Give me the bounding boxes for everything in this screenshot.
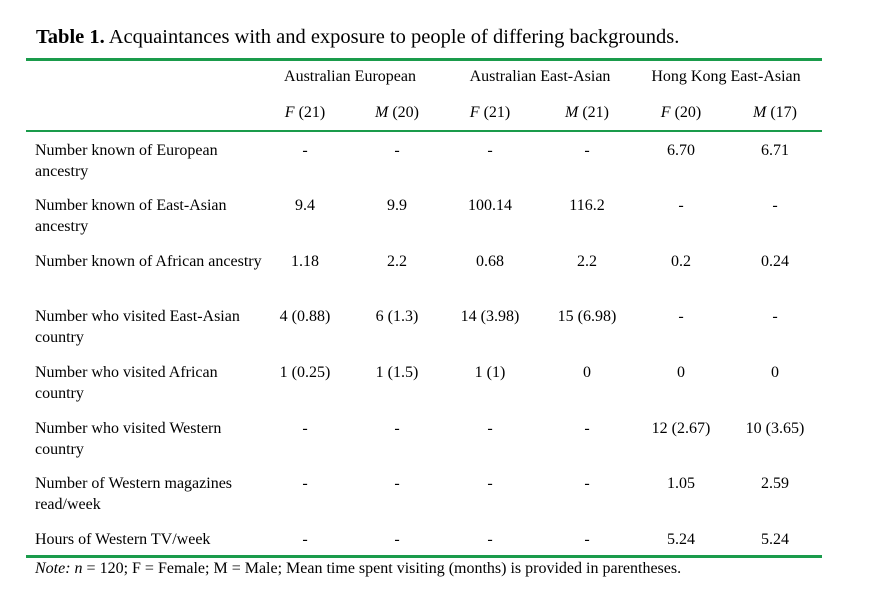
- table-cell: 1 (1): [474, 364, 506, 381]
- table-cell: -: [394, 531, 400, 548]
- table-cell: -: [394, 475, 400, 492]
- subheader-sex: M: [565, 104, 579, 121]
- table-cell: 2.2: [387, 253, 407, 270]
- note-label: Note:: [35, 560, 71, 577]
- note-n-symbol: n: [74, 560, 83, 577]
- table-number: Table 1.: [36, 26, 105, 48]
- table-cell: 6.71: [761, 142, 789, 159]
- table-cell: -: [394, 420, 400, 437]
- table-cell: -: [394, 142, 400, 159]
- subheader-n: (21): [298, 104, 326, 121]
- table-cell: -: [302, 420, 308, 437]
- group-header-hong-kong-east-asian: Hong Kong East-Asian: [651, 68, 801, 85]
- table-cell: -: [487, 142, 493, 159]
- table-cell: 12 (2.67): [651, 420, 711, 437]
- table-cell: 0.68: [476, 253, 504, 270]
- table-cell: 2.2: [577, 253, 597, 270]
- row-label: Hours of Western TV/week: [35, 531, 211, 548]
- table-cell: -: [772, 197, 778, 214]
- row-label: Number who visited African country: [35, 364, 218, 402]
- top-rule: [26, 58, 822, 61]
- table-cell: 5.24: [667, 531, 695, 548]
- row-label: Number known of African ancestry: [35, 253, 262, 270]
- subheader-sex: M: [375, 104, 389, 121]
- table-cell: 14 (3.98): [460, 308, 520, 325]
- table-cell: 5.24: [761, 531, 789, 548]
- subheader-cell: F (21): [470, 104, 510, 122]
- table-cell: 0: [771, 364, 779, 381]
- subheader-n: (17): [770, 104, 797, 121]
- group-header-australian-european: Australian European: [284, 68, 416, 85]
- subheader-cell: F (21): [285, 104, 325, 122]
- row-label: Number who visited Western country: [35, 420, 222, 458]
- table-cell: -: [584, 420, 590, 437]
- table-cell: 0: [677, 364, 685, 381]
- table-cell: -: [772, 308, 778, 325]
- table-cell: 1 (1.5): [375, 364, 419, 381]
- subheader-cell: F (20): [661, 104, 701, 122]
- table-cell: 1.05: [667, 475, 695, 492]
- subheader-sex: F: [660, 104, 671, 121]
- table-cell: -: [302, 475, 308, 492]
- table-cell: 0.2: [671, 253, 691, 270]
- subheader-n: (20): [392, 104, 419, 121]
- table-cell: 2.59: [761, 475, 789, 492]
- table-cell: -: [584, 142, 590, 159]
- subheader-cell: M (21): [565, 104, 609, 122]
- table-cell: -: [487, 475, 493, 492]
- table-cell: 1 (0.25): [279, 364, 331, 381]
- row-label: Number who visited East-Asian country: [35, 308, 240, 346]
- subheader-cell: M (20): [375, 104, 419, 122]
- table-cell: -: [678, 308, 684, 325]
- bottom-rule: [26, 555, 822, 558]
- subheader-sex: F: [469, 104, 480, 121]
- subheader-n: (20): [674, 104, 702, 121]
- group-header-australian-east-asian: Australian East-Asian: [469, 68, 611, 85]
- row-label: Number known of East-Asian ancestry: [35, 197, 227, 235]
- table-cell: 0.24: [761, 253, 789, 270]
- table-caption: Table 1. Acquaintances with and exposure…: [36, 26, 679, 49]
- table-cell: 15 (6.98): [557, 308, 617, 325]
- header-rule: [26, 130, 822, 132]
- subheader-sex: M: [753, 104, 767, 121]
- table-cell: 1.18: [291, 253, 319, 270]
- subheader-n: (21): [483, 104, 511, 121]
- table-cell: -: [678, 197, 684, 214]
- table-cell: 10 (3.65): [745, 420, 805, 437]
- row-label: Number of Western magazines read/week: [35, 475, 233, 513]
- table-cell: 116.2: [569, 197, 605, 214]
- table-cell: -: [584, 531, 590, 548]
- table-cell: -: [302, 531, 308, 548]
- subheader-sex: F: [284, 104, 295, 121]
- table-note: Note: n = 120; F = Female; M = Male; Mea…: [35, 560, 681, 578]
- table-title: Acquaintances with and exposure to peopl…: [108, 26, 680, 48]
- table-cell: 6.70: [667, 142, 695, 159]
- table-cell: -: [584, 475, 590, 492]
- table-cell: 4 (0.88): [279, 308, 331, 325]
- subheader-n: (21): [582, 104, 609, 121]
- table-cell: 0: [583, 364, 591, 381]
- table-cell: 9.9: [387, 197, 407, 214]
- table-cell: 6 (1.3): [375, 308, 419, 325]
- table-cell: -: [487, 420, 493, 437]
- table-cell: 100.14: [468, 197, 512, 214]
- table-cell: -: [487, 531, 493, 548]
- note-text: = 120; F = Female; M = Male; Mean time s…: [82, 560, 682, 577]
- table-cell: 9.4: [295, 197, 315, 214]
- table-cell: -: [302, 142, 308, 159]
- subheader-cell: M (17): [753, 104, 797, 122]
- row-label: Number known of European ancestry: [35, 142, 218, 180]
